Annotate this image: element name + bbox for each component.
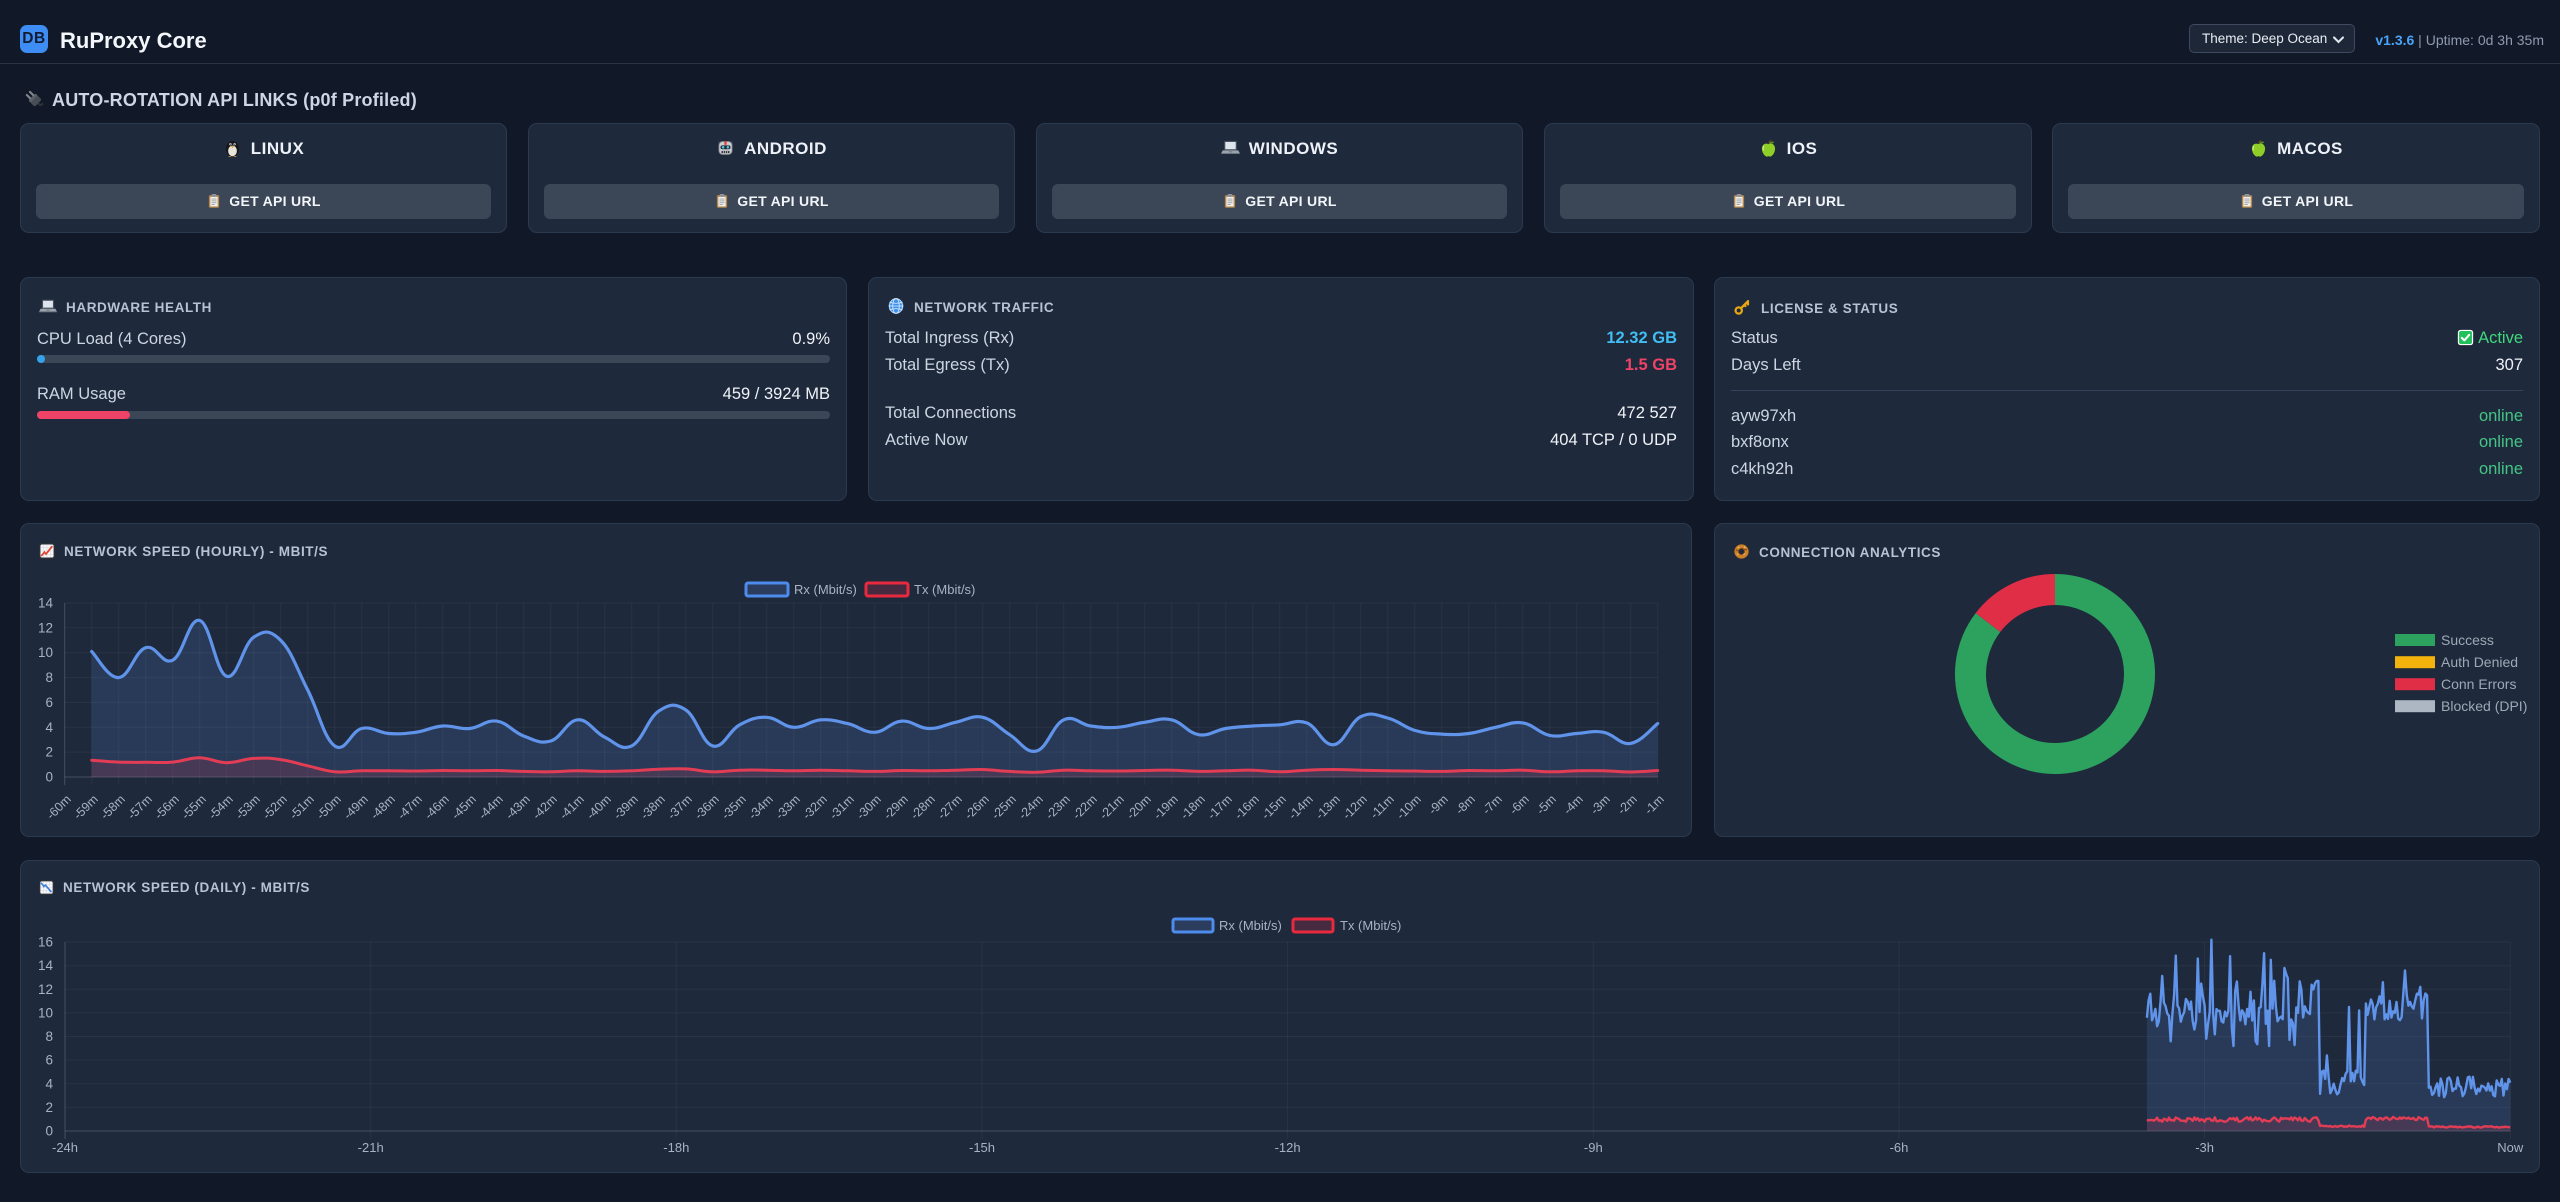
svg-text:-24h: -24h xyxy=(52,1140,78,1155)
svg-text:4: 4 xyxy=(45,1076,53,1091)
svg-text:0: 0 xyxy=(45,770,53,785)
svg-text:-39m: -39m xyxy=(611,792,641,822)
svg-text:-21h: -21h xyxy=(358,1140,384,1155)
svg-text:-38m: -38m xyxy=(638,792,668,822)
svg-text:-51m: -51m xyxy=(287,792,317,822)
svg-text:12: 12 xyxy=(38,982,53,997)
svg-text:-18m: -18m xyxy=(1178,792,1208,822)
svg-text:-34m: -34m xyxy=(746,792,776,822)
svg-text:-50m: -50m xyxy=(314,792,344,822)
svg-text:-29m: -29m xyxy=(881,792,911,822)
svg-text:-25m: -25m xyxy=(989,792,1019,822)
svg-text:12: 12 xyxy=(38,620,53,635)
svg-text:6: 6 xyxy=(45,1053,53,1068)
svg-text:Tx (Mbit/s): Tx (Mbit/s) xyxy=(914,582,975,597)
svg-text:-24m: -24m xyxy=(1016,792,1046,822)
svg-text:-17m: -17m xyxy=(1205,792,1235,822)
svg-text:-4m: -4m xyxy=(1561,792,1586,817)
svg-text:14: 14 xyxy=(38,958,54,973)
svg-text:-56m: -56m xyxy=(152,792,182,822)
svg-text:-47m: -47m xyxy=(395,792,425,822)
svg-text:-41m: -41m xyxy=(557,792,587,822)
svg-text:0: 0 xyxy=(45,1124,53,1139)
svg-text:-53m: -53m xyxy=(233,792,263,822)
svg-text:-60m: -60m xyxy=(44,792,74,822)
svg-text:Tx (Mbit/s): Tx (Mbit/s) xyxy=(1340,918,1401,933)
svg-text:-16m: -16m xyxy=(1232,792,1262,822)
svg-text:-12h: -12h xyxy=(1275,1140,1301,1155)
svg-text:-37m: -37m xyxy=(665,792,695,822)
svg-text:-1m: -1m xyxy=(1642,792,1667,817)
svg-text:-2m: -2m xyxy=(1615,792,1640,817)
svg-text:-19m: -19m xyxy=(1151,792,1181,822)
svg-text:8: 8 xyxy=(45,670,53,685)
svg-text:-23m: -23m xyxy=(1043,792,1073,822)
svg-text:6: 6 xyxy=(45,695,53,710)
svg-text:-48m: -48m xyxy=(368,792,398,822)
svg-text:16: 16 xyxy=(38,935,53,950)
svg-text:-21m: -21m xyxy=(1097,792,1127,822)
svg-text:-9m: -9m xyxy=(1426,792,1451,817)
svg-text:-46m: -46m xyxy=(422,792,452,822)
svg-text:14: 14 xyxy=(38,596,54,611)
svg-text:-3m: -3m xyxy=(1588,792,1613,817)
svg-text:4: 4 xyxy=(45,720,53,735)
svg-text:-36m: -36m xyxy=(692,792,722,822)
svg-text:-15m: -15m xyxy=(1259,792,1289,822)
svg-text:-20m: -20m xyxy=(1124,792,1154,822)
svg-text:-8m: -8m xyxy=(1453,792,1478,817)
svg-text:-10m: -10m xyxy=(1394,792,1424,822)
svg-text:8: 8 xyxy=(45,1029,53,1044)
svg-text:2: 2 xyxy=(45,1100,53,1115)
svg-text:-42m: -42m xyxy=(530,792,560,822)
svg-text:-12m: -12m xyxy=(1340,792,1370,822)
svg-text:-7m: -7m xyxy=(1480,792,1505,817)
svg-text:-31m: -31m xyxy=(827,792,857,822)
svg-text:-3h: -3h xyxy=(2195,1140,2214,1155)
svg-text:2: 2 xyxy=(45,745,53,760)
svg-text:-14m: -14m xyxy=(1286,792,1316,822)
svg-text:-32m: -32m xyxy=(800,792,830,822)
svg-text:-27m: -27m xyxy=(935,792,965,822)
svg-text:-58m: -58m xyxy=(98,792,128,822)
svg-text:Conn Errors: Conn Errors xyxy=(2441,676,2516,692)
svg-text:-11m: -11m xyxy=(1367,792,1396,821)
svg-text:-45m: -45m xyxy=(449,792,479,822)
svg-text:Rx (Mbit/s): Rx (Mbit/s) xyxy=(794,582,857,597)
svg-text:-13m: -13m xyxy=(1313,792,1343,822)
svg-text:-9h: -9h xyxy=(1584,1140,1603,1155)
svg-text:-18h: -18h xyxy=(663,1140,689,1155)
svg-text:Rx (Mbit/s): Rx (Mbit/s) xyxy=(1219,918,1282,933)
svg-text:-43m: -43m xyxy=(503,792,533,822)
svg-text:-26m: -26m xyxy=(962,792,992,822)
svg-text:10: 10 xyxy=(38,645,53,660)
svg-text:-40m: -40m xyxy=(584,792,614,822)
svg-text:-49m: -49m xyxy=(341,792,371,822)
svg-text:-30m: -30m xyxy=(854,792,884,822)
svg-text:Now: Now xyxy=(2497,1140,2524,1155)
svg-text:-55m: -55m xyxy=(179,792,209,822)
svg-text:-6m: -6m xyxy=(1507,792,1532,817)
svg-text:-33m: -33m xyxy=(773,792,803,822)
svg-text:-59m: -59m xyxy=(71,792,101,822)
svg-text:-6h: -6h xyxy=(1890,1140,1909,1155)
svg-text:Success: Success xyxy=(2441,632,2494,648)
svg-text:-15h: -15h xyxy=(969,1140,995,1155)
svg-text:-22m: -22m xyxy=(1070,792,1100,822)
svg-text:-28m: -28m xyxy=(908,792,938,822)
svg-text:-35m: -35m xyxy=(719,792,749,822)
svg-text:-52m: -52m xyxy=(260,792,290,822)
svg-text:10: 10 xyxy=(38,1005,53,1020)
svg-text:Blocked (DPI): Blocked (DPI) xyxy=(2441,698,2527,714)
svg-text:-5m: -5m xyxy=(1534,792,1559,817)
svg-text:Auth Denied: Auth Denied xyxy=(2441,654,2518,670)
svg-text:-57m: -57m xyxy=(125,792,155,822)
svg-text:-44m: -44m xyxy=(476,792,506,822)
svg-text:-54m: -54m xyxy=(206,792,236,822)
